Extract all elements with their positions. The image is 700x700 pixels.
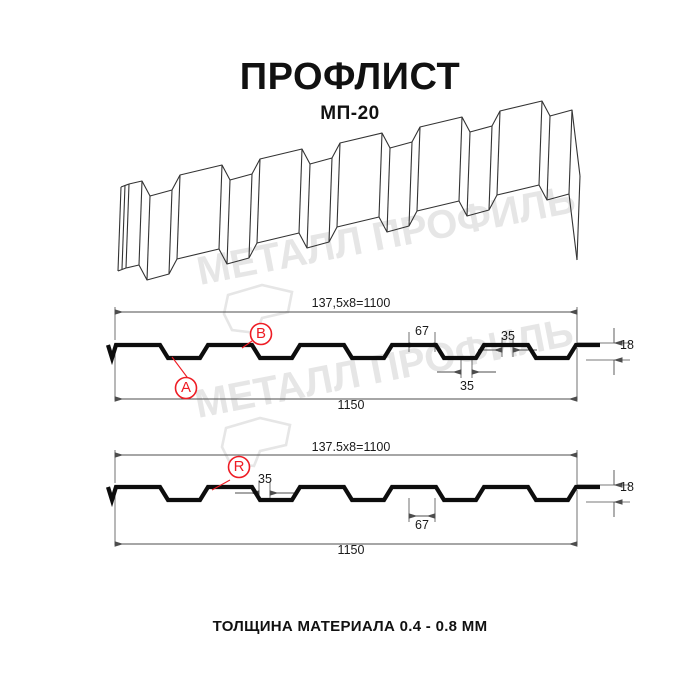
watermark-logo-icon	[222, 283, 294, 335]
balloon-b	[241, 322, 273, 349]
material-thickness-label: ТОЛЩИНА МАТЕРИАЛА 0.4 - 0.8 ММ	[212, 618, 488, 635]
profile-section-a-group	[105, 307, 630, 402]
dimension-label-67-a: 67	[415, 324, 429, 338]
dimension-label-35-upper-a: 35	[501, 329, 515, 343]
dimension-label-67-r: 67	[415, 518, 429, 532]
balloon-label-b: B	[255, 325, 266, 342]
dimension-label-bottom-1150-r: 1150	[337, 543, 365, 557]
balloon-a	[171, 356, 198, 400]
dimension-label-18-a: 18	[620, 338, 634, 352]
isometric-profile-view	[117, 100, 581, 281]
dimension-label-18-r: 18	[620, 480, 634, 494]
profile-outline-a	[105, 342, 600, 366]
balloon-r	[211, 455, 251, 491]
profile-outline-r	[105, 484, 600, 508]
dimension-label-top-1100-r: 137.5x8=1100	[311, 440, 391, 454]
dimension-label-bottom-1150-a: 1150	[337, 398, 365, 412]
balloon-label-r: R	[233, 458, 245, 475]
dimension-label-top-1100-a: 137,5x8=1100	[311, 296, 391, 310]
page-subtitle: МП-20	[320, 103, 380, 124]
page-title: ПРОФЛИСТ	[239, 56, 461, 98]
profile-section-r-group	[105, 450, 630, 547]
balloon-label-a: A	[180, 379, 191, 396]
dimension-label-35-lower-a: 35	[460, 379, 474, 393]
dimension-label-35-r: 35	[258, 472, 272, 486]
